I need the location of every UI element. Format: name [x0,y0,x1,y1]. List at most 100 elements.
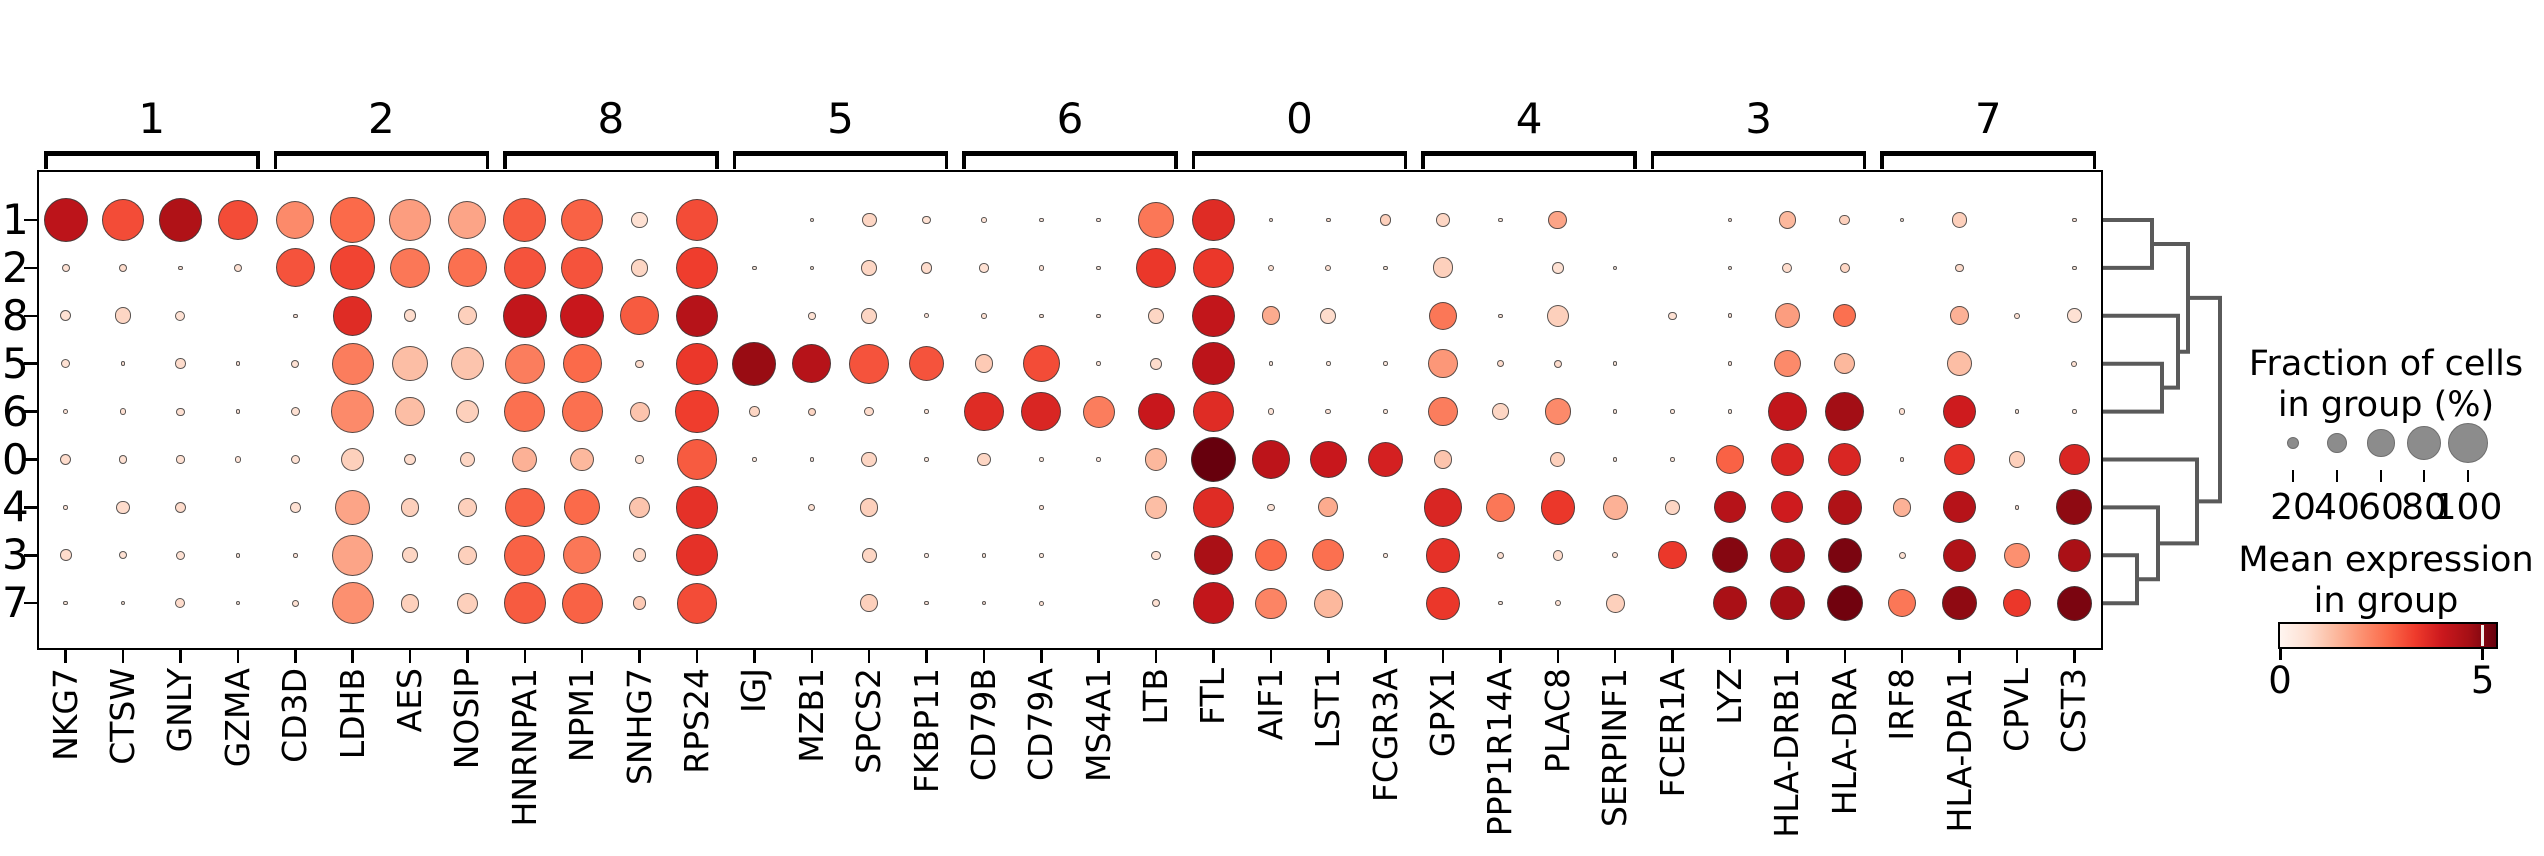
expression-dot [1715,445,1745,474]
x-axis-tick [580,650,584,663]
x-axis-tick [1441,650,1445,663]
x-axis-tick [179,650,182,663]
column-label-gene: GZMA [217,668,257,768]
expression-dot [1313,588,1343,618]
expression-dot [1773,350,1802,378]
expression-dot [293,553,298,558]
expression-dot [290,454,300,465]
expression-dot [1548,210,1568,230]
gene-group-label: 8 [597,94,625,143]
expression-dot [448,200,487,240]
expression-dot [635,359,644,368]
column-label-gene: HLA-DPA1 [1939,668,1979,833]
expression-dot [1712,585,1748,621]
expression-dot [1038,265,1045,271]
expression-dot [447,248,487,288]
expression-dot [1942,585,1977,621]
cluster-dendrogram [2103,218,2222,606]
expression-dot [1498,600,1503,606]
expression-dot [1192,198,1235,242]
column-label-gene: SNHG7 [619,668,659,786]
gene-group-bracket-end [1191,151,1196,169]
expression-dot [1554,600,1561,607]
column-label-gene: HLA-DRB1 [1767,668,1807,838]
expression-dot [1096,217,1101,223]
column-label-gene: FCGR3A [1365,668,1405,803]
expression-dot [560,246,604,290]
dendrogram-link [2103,553,2139,606]
column-label-gene: CD3D [275,668,315,763]
expression-dot [861,547,877,563]
expression-dot [504,343,545,384]
expression-dot [176,455,185,464]
expression-dot [403,309,417,323]
expression-dot [1318,497,1339,518]
gene-group-bracket-end [962,151,966,169]
expression-dot [561,391,603,432]
gene-group-bracket-end [1633,151,1637,169]
expression-dot [1892,498,1912,517]
expression-dot [630,259,649,277]
expression-dot [1825,392,1865,432]
column-label-gene: LDHB [332,668,372,760]
expression-dot [1428,349,1458,379]
expression-dot [908,346,945,382]
expression-dot [329,197,376,243]
expression-dot [456,592,479,614]
expression-dot [1255,587,1287,619]
expression-dot [63,409,69,415]
y-axis-tick [24,506,37,509]
expression-dot [1612,457,1618,462]
expression-dot [503,198,547,242]
expression-dot [2072,217,2077,223]
expression-dot [979,263,989,273]
expression-dot [235,553,241,558]
expression-dot [458,498,477,517]
expression-dot [61,263,70,272]
gene-group-label: 3 [1745,94,1773,143]
expression-dot [1670,409,1675,414]
expression-dot [1423,487,1463,527]
expression-dot [752,457,757,462]
size-legend-tick [2379,470,2383,482]
expression-dot [1833,304,1857,328]
expression-dot [732,341,777,386]
expression-dot [1498,217,1503,223]
expression-dot [1428,396,1458,427]
expression-dot [1955,263,1964,272]
colorbar-title-line2: in group [2313,581,2459,621]
column-label-gene: CD79B [963,668,1003,782]
column-label-gene: LYZ [1709,668,1749,725]
gene-group-label: 7 [1974,94,2002,143]
x-axis-tick [753,650,756,663]
expression-dot [676,582,718,624]
gene-group-bracket-end [2092,151,2096,169]
expression-dot [1039,457,1044,462]
expression-dot [2057,538,2091,572]
expression-dot [1383,409,1388,414]
expression-dot [59,549,72,562]
gene-group-bracket-end [715,151,719,169]
expression-dot [1039,217,1044,223]
gene-group-bracket [503,151,719,156]
expression-dot [118,455,128,464]
expression-dot [1612,552,1619,559]
expression-dot [1546,304,1569,327]
expression-dot [276,200,315,240]
expression-dot [61,359,71,369]
expression-dot [2066,308,2082,324]
size-legend-value: 60 [2358,487,2404,528]
expression-dot [404,453,416,466]
x-axis-tick [2015,650,2019,663]
gene-group-bracket-end [732,151,737,169]
expression-dot [63,600,68,606]
x-axis-tick [236,650,240,663]
expression-dot [1496,360,1504,368]
expression-dot [1942,538,1977,572]
expression-dot [860,594,878,613]
size-legend-tick [2422,470,2426,482]
expression-dot [1605,593,1625,613]
column-label-gene: SPCS2 [849,668,889,774]
expression-dot [1496,551,1504,559]
x-axis-tick [1384,650,1387,663]
